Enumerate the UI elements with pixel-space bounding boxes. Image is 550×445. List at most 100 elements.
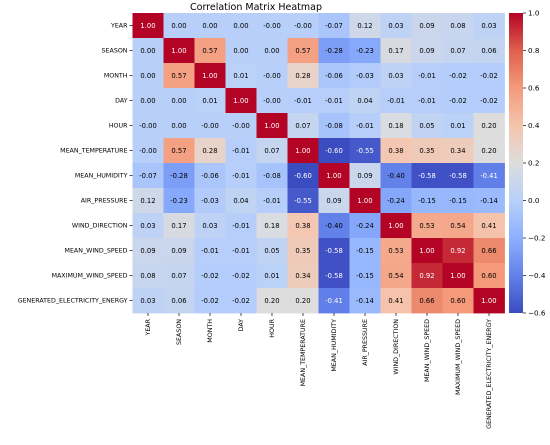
heatmap-cell [411, 113, 443, 139]
row-tick-label: AIR_PRESSURE [81, 198, 128, 205]
heatmap-cell [473, 163, 505, 189]
heatmap-cell [225, 238, 257, 264]
heatmap-cell [163, 38, 195, 64]
heatmap-cell [349, 188, 381, 214]
heatmap-cell [287, 13, 319, 39]
cell-value-label: 1.00 [326, 172, 341, 180]
heatmap-cell [287, 113, 319, 139]
cell-value-label: -0.15 [356, 272, 374, 280]
row-tick-label: HOUR [109, 123, 128, 130]
heatmap-cell [442, 113, 474, 139]
heatmap-cell [132, 163, 164, 189]
heatmap-cell [256, 38, 288, 64]
heatmap-cell [473, 238, 505, 264]
cell-value-label: 1.00 [140, 22, 155, 30]
heatmap-cell [380, 213, 412, 239]
cell-value-label: 0.20 [481, 147, 496, 155]
cell-value-label: -0.58 [418, 172, 436, 180]
cell-value-label: 1.00 [481, 297, 496, 305]
heatmap-cell [473, 38, 505, 64]
cell-value-label: 1.00 [450, 272, 465, 280]
cell-value-label: 0.66 [419, 297, 434, 305]
cell-value-label: -0.58 [449, 172, 467, 180]
heatmap-cell [349, 13, 381, 39]
heatmap-cell [442, 38, 474, 64]
row-tick-label: WIND_DIRECTION [72, 223, 128, 230]
cell-value-label: -0.01 [294, 97, 312, 105]
cell-value-label: 0.01 [202, 97, 217, 105]
heatmap-cell [132, 88, 164, 114]
heatmap-cell [194, 88, 226, 114]
cell-value-label: -0.01 [418, 72, 436, 80]
heatmap-cell [442, 13, 474, 39]
cell-value-label: -0.00 [263, 72, 281, 80]
heatmap-cell [163, 263, 195, 289]
row-tick-label: GENERATED_ELECTRICITY_ENERGY [18, 298, 128, 305]
heatmap-cell [225, 138, 257, 164]
cell-value-label: -0.28 [325, 47, 343, 55]
heatmap-cell [256, 63, 288, 89]
cell-value-label: 0.03 [202, 222, 217, 230]
heatmap-cell [349, 88, 381, 114]
cell-value-label: 0.57 [171, 147, 186, 155]
cell-value-label: -0.03 [356, 72, 374, 80]
heatmap-cell [256, 263, 288, 289]
cell-value-label: -0.07 [139, 172, 157, 180]
heatmap-cell [132, 238, 164, 264]
cell-value-label: -0.14 [356, 297, 374, 305]
cell-value-label: -0.01 [325, 97, 343, 105]
cell-value-label: 0.54 [388, 272, 403, 280]
cell-value-label: -0.00 [263, 22, 281, 30]
heatmap-cell [318, 163, 350, 189]
heatmap-cell [411, 138, 443, 164]
heatmap-cell [318, 113, 350, 139]
heatmap-cell [225, 63, 257, 89]
cell-value-label: 0.03 [388, 72, 403, 80]
heatmap-cell [132, 188, 164, 214]
cell-value-label: -0.14 [480, 197, 498, 205]
heatmap-cell [256, 88, 288, 114]
heatmap-cell [256, 213, 288, 239]
heatmap-cell [132, 113, 164, 139]
cell-value-label: 0.57 [295, 47, 310, 55]
cell-value-label: 0.07 [171, 272, 186, 280]
cell-value-label: -0.02 [232, 297, 250, 305]
cell-value-label: 0.08 [450, 22, 465, 30]
cell-value-label: -0.00 [263, 97, 281, 105]
heatmap-cell [442, 138, 474, 164]
heatmap-cell [225, 188, 257, 214]
column-tick-label: MAXIMUM_WIND_SPEED [455, 319, 462, 395]
cell-value-label: 0.34 [295, 272, 310, 280]
heatmap-cell [442, 213, 474, 239]
row-tick-label: MONTH [104, 73, 128, 80]
heatmap-cell [411, 63, 443, 89]
heatmap-cell [194, 188, 226, 214]
heatmap-cell [225, 13, 257, 39]
cell-value-label: -0.15 [449, 197, 467, 205]
heatmap-cell [132, 213, 164, 239]
heatmap-cell [256, 113, 288, 139]
cell-value-label: -0.08 [325, 122, 343, 130]
column-tick-label: YEAR [145, 318, 152, 336]
heatmap-cell [442, 163, 474, 189]
heatmap-cell [349, 288, 381, 314]
column-tick-label: MEAN_TEMPERATURE [300, 319, 307, 386]
cell-value-label: -0.00 [294, 22, 312, 30]
heatmap-cell [163, 188, 195, 214]
cell-value-label: -0.60 [325, 147, 343, 155]
cell-value-label: -0.23 [170, 197, 188, 205]
heatmap-cell [380, 163, 412, 189]
heatmap-cell [473, 88, 505, 114]
cell-value-label: -0.60 [294, 172, 312, 180]
cell-value-label: 0.07 [450, 47, 465, 55]
heatmap-cell [380, 113, 412, 139]
chart-title: Correlation Matrix Heatmap [190, 2, 322, 13]
heatmap-cell [225, 163, 257, 189]
cell-value-label: 1.00 [357, 197, 372, 205]
cell-value-label: 0.00 [171, 122, 186, 130]
heatmap-cell [225, 38, 257, 64]
cell-value-label: 0.07 [295, 122, 310, 130]
heatmap-cell [132, 138, 164, 164]
cell-value-label: 0.03 [481, 22, 496, 30]
